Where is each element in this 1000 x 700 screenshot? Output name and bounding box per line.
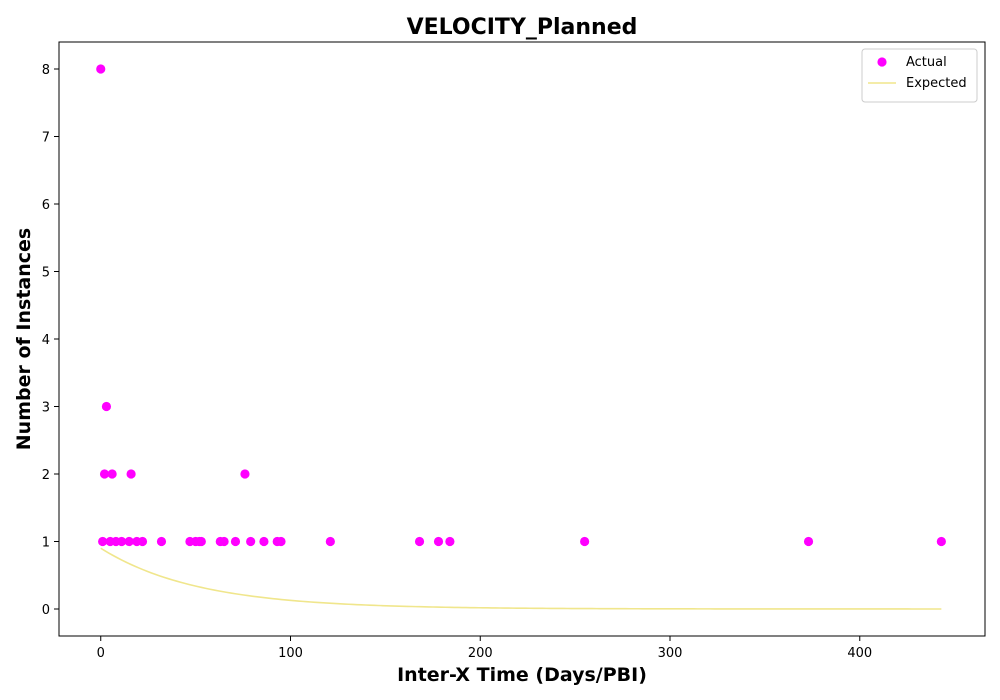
x-tick-label-200: 200 — [468, 646, 493, 661]
y-tick-label-5: 5 — [42, 266, 50, 281]
x-tick-label-100: 100 — [278, 646, 303, 661]
legend-actual-label: Actual — [906, 55, 947, 70]
plot-area: 0 100 200 300 400 0 1 2 3 4 5 6 7 8 Actual Expected — [42, 41, 986, 661]
actual-point-24 — [276, 536, 286, 547]
actual-point-9 — [126, 469, 136, 479]
y-axis-label: Number of Instances — [13, 228, 35, 450]
y-tick-label-8: 8 — [42, 63, 50, 78]
legend-actual-marker — [877, 57, 887, 67]
legend-expected-label: Expected — [906, 76, 967, 91]
x-axis-label: Inter-X Time (Days/PBI) — [397, 664, 647, 686]
actual-point-22 — [259, 536, 269, 547]
y-tick-label-2: 2 — [42, 468, 50, 483]
y-tick-label-4: 4 — [42, 333, 50, 348]
actual-point-25 — [325, 536, 335, 547]
y-tick-label-1: 1 — [42, 536, 50, 551]
actual-point-30 — [803, 536, 814, 547]
actual-point-1 — [98, 536, 108, 547]
actual-point-7 — [117, 536, 127, 547]
actual-point-16 — [196, 536, 206, 547]
actual-point-5 — [107, 469, 117, 479]
y-tick-label-3: 3 — [42, 401, 50, 416]
actual-point-31 — [936, 536, 946, 547]
chart-title: VELOCITY_Planned — [407, 15, 638, 40]
y-tick-label-7: 7 — [42, 131, 50, 146]
x-tick-label-0: 0 — [97, 646, 105, 661]
legend-box — [861, 48, 978, 103]
actual-point-21 — [246, 536, 256, 547]
actual-point-28 — [445, 536, 455, 547]
x-tick-label-300: 300 — [658, 646, 683, 661]
y-tick-label-6: 6 — [42, 198, 50, 213]
actual-point-8 — [124, 536, 134, 547]
actual-point-3 — [101, 401, 112, 412]
actual-point-19 — [230, 536, 241, 547]
actual-point-12 — [156, 536, 167, 547]
actual-point-18 — [219, 536, 229, 547]
actual-point-11 — [137, 536, 148, 547]
expected-curve — [100, 547, 942, 610]
actual-point-26 — [414, 536, 425, 547]
actual-point-0 — [96, 64, 106, 74]
x-tick-label-400: 400 — [847, 646, 872, 661]
actual-point-2 — [99, 469, 110, 479]
y-tick-label-0: 0 — [42, 603, 50, 618]
plot-frame — [58, 41, 986, 637]
actual-point-29 — [580, 536, 590, 547]
actual-point-20 — [240, 469, 250, 479]
actual-point-27 — [433, 536, 444, 547]
